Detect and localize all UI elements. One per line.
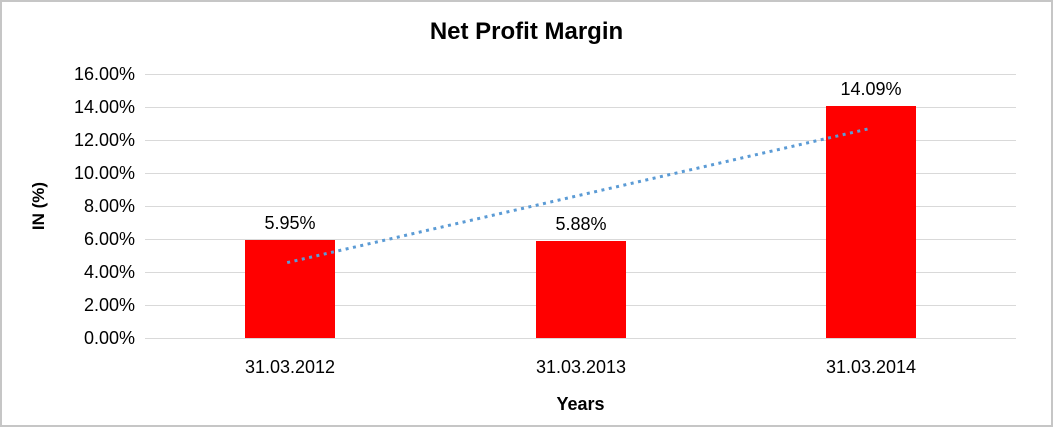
bar-data-label: 5.95% <box>264 213 316 233</box>
bar-data-label: 14.09% <box>840 79 902 99</box>
bar-31.03.2013 <box>536 241 626 338</box>
bar-data-label: 5.88% <box>555 214 607 234</box>
y-tick-label: 8.00% <box>83 196 135 216</box>
gridline <box>145 338 1016 339</box>
y-tick-label: 12.00% <box>73 130 135 150</box>
x-tick-label: 31.03.2013 <box>535 357 627 377</box>
y-tick-label: 2.00% <box>83 295 135 315</box>
bar-31.03.2012 <box>245 240 335 338</box>
x-tick-label: 31.03.2012 <box>244 357 336 377</box>
y-tick-label: 16.00% <box>73 64 135 84</box>
x-axis-title: Years <box>556 394 605 414</box>
y-tick-label: 10.00% <box>73 163 135 183</box>
y-tick-label: 4.00% <box>83 262 135 282</box>
chart-title: Net Profit Margin <box>429 18 624 45</box>
y-tick-label: 0.00% <box>83 328 135 348</box>
y-tick-label: 6.00% <box>83 229 135 249</box>
x-tick-label: 31.03.2014 <box>825 357 917 377</box>
bar-31.03.2014 <box>826 106 916 338</box>
gridline <box>145 107 1016 108</box>
y-tick-label: 14.00% <box>73 97 135 117</box>
gridline <box>145 74 1016 75</box>
